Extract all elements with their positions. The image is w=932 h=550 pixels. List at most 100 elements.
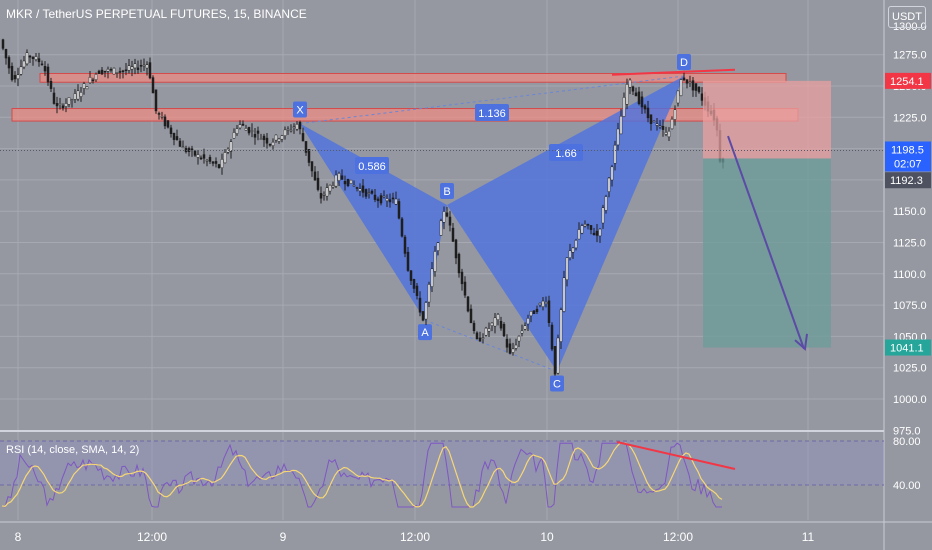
rsi-line	[1, 442, 722, 508]
candle-body	[595, 230, 599, 236]
candle-body	[70, 99, 74, 101]
ratio-label: 0.586	[358, 161, 386, 173]
candle-body	[301, 133, 305, 142]
candle-body	[139, 65, 143, 67]
candle-body	[79, 92, 83, 97]
candle-body	[502, 324, 506, 337]
candle-body	[385, 198, 389, 202]
candle-body	[586, 224, 590, 226]
candle-body	[58, 103, 62, 105]
candle-body	[514, 344, 518, 349]
candle-body	[67, 97, 71, 105]
candle-body	[484, 327, 488, 336]
candle-body	[676, 90, 680, 104]
candle-body	[499, 320, 503, 329]
candle-body	[25, 52, 29, 65]
candle-body	[433, 251, 437, 272]
x-tick-label: 8	[15, 530, 22, 544]
currency-button[interactable]: USDT	[888, 6, 926, 28]
candle-body	[175, 136, 179, 141]
candle-body	[208, 157, 212, 162]
candle-body	[682, 77, 686, 81]
candle-body	[649, 114, 653, 124]
y-tick-label: 1025.0	[893, 363, 927, 375]
candle-body	[211, 161, 215, 164]
candle-body	[667, 130, 671, 138]
candle-body	[628, 79, 632, 88]
y-tick-label: 1225.0	[893, 112, 927, 124]
candle-body	[373, 194, 377, 200]
candle-body	[268, 143, 272, 146]
candle-body	[424, 302, 428, 320]
candle-body	[259, 138, 263, 140]
candle-body	[616, 128, 620, 146]
candle-body	[46, 66, 50, 83]
trade-overlay	[611, 68, 831, 351]
candle-body	[322, 194, 326, 196]
pattern-point-badge	[293, 101, 307, 118]
candle-body	[52, 92, 56, 104]
candle-body	[148, 62, 152, 79]
candle-body	[580, 225, 584, 234]
candle-body	[43, 66, 47, 72]
candle-body	[346, 178, 350, 187]
candle-body	[376, 198, 380, 202]
candle-body	[418, 297, 422, 313]
candle-body	[196, 154, 200, 158]
candle-body	[448, 216, 452, 226]
candle-body	[49, 81, 53, 89]
candle-body	[553, 346, 557, 375]
candle-body	[508, 343, 512, 354]
candle-body	[547, 300, 551, 323]
candle-body	[655, 123, 659, 126]
candle-body	[559, 309, 563, 342]
candle-body	[634, 92, 638, 97]
target-price-badge	[885, 72, 931, 89]
candle-body	[256, 130, 260, 134]
candle-body	[469, 308, 473, 324]
candle-body	[274, 134, 278, 141]
candle-body	[541, 300, 545, 307]
candle-body	[610, 166, 614, 181]
candle-body	[250, 130, 254, 132]
pattern-point-badge	[550, 375, 564, 392]
candle-body	[403, 236, 407, 254]
candle-body	[490, 322, 494, 326]
candle-body	[229, 141, 233, 152]
candle-body	[334, 174, 338, 187]
candle-body	[415, 285, 419, 296]
candle-body	[76, 90, 80, 100]
candle-body	[202, 154, 206, 159]
candle-body	[571, 247, 575, 253]
candle-body	[601, 207, 605, 224]
candle-body	[325, 187, 329, 197]
candle-body	[517, 335, 521, 342]
candle-body	[82, 83, 86, 89]
candle-body	[307, 148, 311, 163]
candle-body	[355, 187, 359, 189]
candle-body	[613, 144, 617, 164]
candle-body	[427, 284, 431, 303]
candle-body	[235, 128, 239, 134]
candle-body	[136, 67, 140, 70]
candle-body	[688, 81, 692, 84]
candle-body	[388, 199, 392, 203]
candle-body	[592, 232, 596, 235]
candle-body	[364, 189, 368, 197]
candle-body	[10, 65, 14, 81]
candle-body	[463, 281, 467, 296]
candle-body	[421, 311, 425, 321]
candle-body	[262, 135, 266, 141]
candle-body	[538, 302, 542, 306]
candle-body	[361, 185, 365, 193]
candle-body	[436, 242, 440, 251]
pattern-point-badge	[418, 324, 432, 341]
candle-body	[694, 83, 698, 91]
candle-body	[607, 177, 611, 192]
candle-body	[529, 310, 533, 317]
x-tick-label: 9	[280, 530, 287, 544]
candle-body	[505, 338, 509, 348]
candle-body	[265, 137, 269, 144]
candle-body	[295, 124, 299, 130]
